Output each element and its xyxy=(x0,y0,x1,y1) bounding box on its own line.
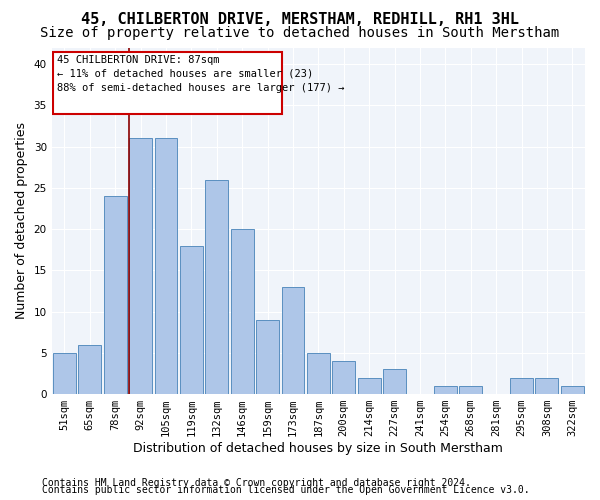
Text: Contains HM Land Registry data © Crown copyright and database right 2024.: Contains HM Land Registry data © Crown c… xyxy=(42,478,471,488)
Bar xyxy=(79,344,101,394)
Bar xyxy=(281,287,304,394)
Text: Contains public sector information licensed under the Open Government Licence v3: Contains public sector information licen… xyxy=(42,485,530,495)
Text: 45, CHILBERTON DRIVE, MERSTHAM, REDHILL, RH1 3HL: 45, CHILBERTON DRIVE, MERSTHAM, REDHILL,… xyxy=(81,12,519,28)
Bar xyxy=(332,361,355,394)
Y-axis label: Number of detached properties: Number of detached properties xyxy=(15,122,28,320)
Bar xyxy=(180,246,203,394)
Bar xyxy=(510,378,533,394)
Text: 45 CHILBERTON DRIVE: 87sqm
← 11% of detached houses are smaller (23)
88% of semi: 45 CHILBERTON DRIVE: 87sqm ← 11% of deta… xyxy=(57,55,344,93)
Bar xyxy=(205,180,228,394)
Bar xyxy=(383,370,406,394)
X-axis label: Distribution of detached houses by size in South Merstham: Distribution of detached houses by size … xyxy=(133,442,503,455)
Text: Size of property relative to detached houses in South Merstham: Size of property relative to detached ho… xyxy=(40,26,560,40)
Bar xyxy=(307,353,330,394)
Bar xyxy=(561,386,584,394)
Bar xyxy=(358,378,380,394)
Bar xyxy=(53,353,76,394)
Bar xyxy=(129,138,152,394)
FancyBboxPatch shape xyxy=(53,52,281,114)
Bar xyxy=(459,386,482,394)
Bar xyxy=(231,229,254,394)
Bar xyxy=(155,138,178,394)
Bar xyxy=(535,378,559,394)
Bar xyxy=(256,320,279,394)
Bar xyxy=(104,196,127,394)
Bar xyxy=(434,386,457,394)
